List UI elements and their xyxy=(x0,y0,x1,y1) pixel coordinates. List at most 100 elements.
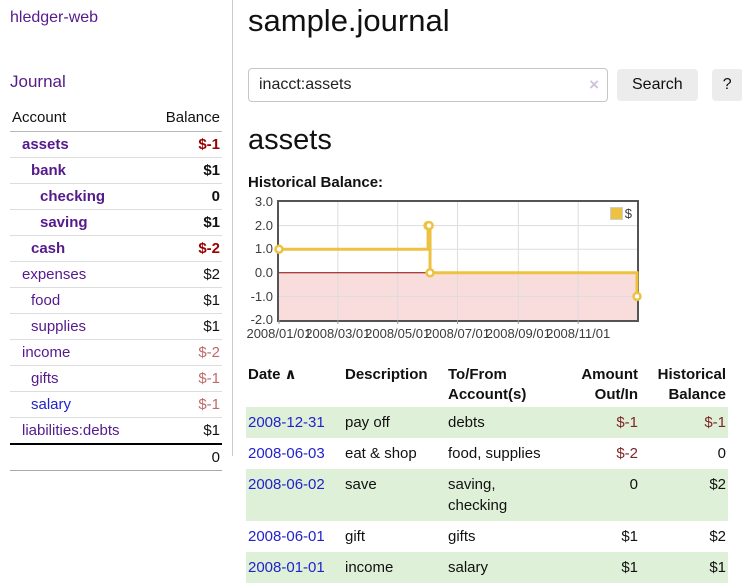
account-link[interactable]: saving xyxy=(40,214,88,231)
register-header-date[interactable]: Date ∧ xyxy=(248,366,297,384)
data-point-marker xyxy=(424,221,434,231)
account-row: cash $-2 xyxy=(10,235,222,262)
account-link[interactable]: food xyxy=(31,292,61,309)
transaction-balance: $2 xyxy=(709,528,726,546)
y-axis-label: -2.0 xyxy=(250,312,273,328)
transaction-balance: $-1 xyxy=(640,407,728,439)
search-input[interactable] xyxy=(248,68,608,103)
transaction-accounts: saving, checking xyxy=(446,469,562,522)
transaction-balance: $2 xyxy=(640,469,728,522)
transaction-amount: 0 xyxy=(562,469,640,522)
transaction-accounts: food, supplies xyxy=(448,445,541,463)
account-link[interactable]: liabilities:debts xyxy=(22,422,120,439)
account-row: food $1 xyxy=(10,287,222,314)
account-row: liabilities:debts $1 xyxy=(10,417,222,444)
account-row: expenses $2 xyxy=(10,261,222,288)
account-balance: $2 xyxy=(149,261,222,288)
transaction-date-link[interactable]: 2008-06-03 xyxy=(248,445,325,463)
transaction-description: save xyxy=(343,469,446,522)
transaction-description: pay off xyxy=(343,407,446,439)
page-title: sample.journal xyxy=(248,3,450,38)
transaction-accounts: gifts xyxy=(448,528,476,546)
chart-title: Historical Balance: xyxy=(248,174,384,192)
register-row: 2008-01-01 income salary $1 $1 xyxy=(246,552,728,583)
account-balance: $1 xyxy=(149,157,222,184)
transaction-amount: $-2 xyxy=(616,445,638,463)
legend-label: $ xyxy=(624,206,632,222)
account-balance: $1 xyxy=(149,209,222,236)
account-balance: $1 xyxy=(149,287,222,314)
register-row: 2008-06-03 eat & shop food, supplies $-2 0 xyxy=(246,438,728,469)
accounts-header-balance: Balance xyxy=(149,106,222,132)
register-row: 2008-06-01 gift gifts $1 $2 xyxy=(246,521,728,552)
x-axis-label: 2008/11/01 xyxy=(546,326,611,342)
account-row: bank $1 xyxy=(10,157,222,184)
account-balance: $-2 xyxy=(149,235,222,262)
transaction-amount: $1 xyxy=(621,528,638,546)
balance-chart: $ 3.0 2.0 1.0 0.0 -1.0 -2.0 2008/01/01 2008/03/… xyxy=(246,194,732,346)
accounts-total-row: 0 xyxy=(10,443,222,471)
transaction-description: gift xyxy=(345,528,366,546)
accounts-total-value: 0 xyxy=(149,443,222,471)
x-axis-label: 2008/09/01 xyxy=(485,326,551,342)
x-axis-label: 2008/07/01 xyxy=(424,326,491,342)
accounts-table: Account Balance assets $-1 bank $1 checking 0… xyxy=(10,106,222,471)
sidebar: hledger-web Journal Account Balance asse… xyxy=(0,0,233,471)
transaction-description: eat & shop xyxy=(345,445,417,463)
help-button[interactable]: ? xyxy=(711,69,742,102)
account-balance: $-1 xyxy=(149,391,222,418)
account-balance: $1 xyxy=(149,417,222,444)
transaction-balance: $1 xyxy=(640,552,728,583)
account-link[interactable]: income xyxy=(22,344,71,361)
data-point-marker xyxy=(274,244,284,255)
register-header-description: Description xyxy=(345,366,428,384)
app-brand-link[interactable]: hledger-web xyxy=(10,9,99,26)
register-table: Date ∧ Description To/From Account(s) Amo… xyxy=(246,363,728,583)
transaction-accounts: debts xyxy=(446,407,562,439)
account-link[interactable]: bank xyxy=(31,162,67,179)
account-balance: $-1 xyxy=(198,136,220,153)
account-title: assets xyxy=(248,124,332,157)
account-link[interactable]: supplies xyxy=(31,318,87,335)
account-link[interactable]: cash xyxy=(31,240,66,257)
transaction-date-link[interactable]: 2008-06-02 xyxy=(248,476,325,494)
x-axis-label: 2008/05/01 xyxy=(365,326,431,342)
account-row: salary $-1 xyxy=(10,391,222,418)
chart-canvas xyxy=(274,202,642,325)
search-button[interactable]: Search xyxy=(617,69,698,102)
account-link[interactable]: assets xyxy=(22,136,69,153)
register-header-balance: Historical Balance xyxy=(657,366,726,404)
sidebar-item-journal[interactable]: Journal xyxy=(10,72,66,91)
transaction-date-link[interactable]: 2008-01-01 xyxy=(248,559,325,577)
transaction-accounts: salary xyxy=(446,552,562,583)
account-link[interactable]: gifts xyxy=(31,370,59,387)
transaction-balance: 0 xyxy=(717,445,726,463)
transaction-date-link[interactable]: 2008-06-01 xyxy=(248,528,325,546)
y-axis-label: 1.0 xyxy=(254,241,273,257)
search-form: × Search ? xyxy=(248,68,742,103)
main-content: sample.journal × Search ? assets Histori… xyxy=(246,0,742,583)
clear-search-icon[interactable]: × xyxy=(589,75,599,95)
x-axis-label: 2008/01/01 xyxy=(246,326,312,342)
accounts-header-account: Account xyxy=(10,106,150,132)
register-row: 2008-12-31 pay off debts $-1 $-1 xyxy=(246,407,728,439)
account-balance: $-1 xyxy=(149,365,222,392)
account-link[interactable]: salary xyxy=(31,396,72,413)
register-header-accounts: To/From Account(s) xyxy=(448,366,527,404)
account-row: income $-2 xyxy=(10,339,222,366)
chart-plot-area: $ xyxy=(274,200,642,325)
register-row: 2008-06-02 save saving, checking 0 $2 xyxy=(246,469,728,522)
account-balance: $1 xyxy=(149,313,222,340)
transaction-amount: $-1 xyxy=(562,407,640,439)
account-link[interactable]: checking xyxy=(40,188,106,205)
account-link[interactable]: expenses xyxy=(22,266,87,283)
account-row: assets $-1 xyxy=(10,132,222,158)
account-balance: $-2 xyxy=(149,339,222,366)
y-axis-label: -1.0 xyxy=(250,288,273,304)
transaction-date-link[interactable]: 2008-12-31 xyxy=(248,414,325,432)
chart-legend: $ xyxy=(607,205,634,223)
transaction-amount: $1 xyxy=(562,552,640,583)
account-row: checking 0 xyxy=(10,183,222,210)
register-header-amount: Amount Out/In xyxy=(581,366,638,404)
y-axis-label: 0.0 xyxy=(254,264,273,280)
